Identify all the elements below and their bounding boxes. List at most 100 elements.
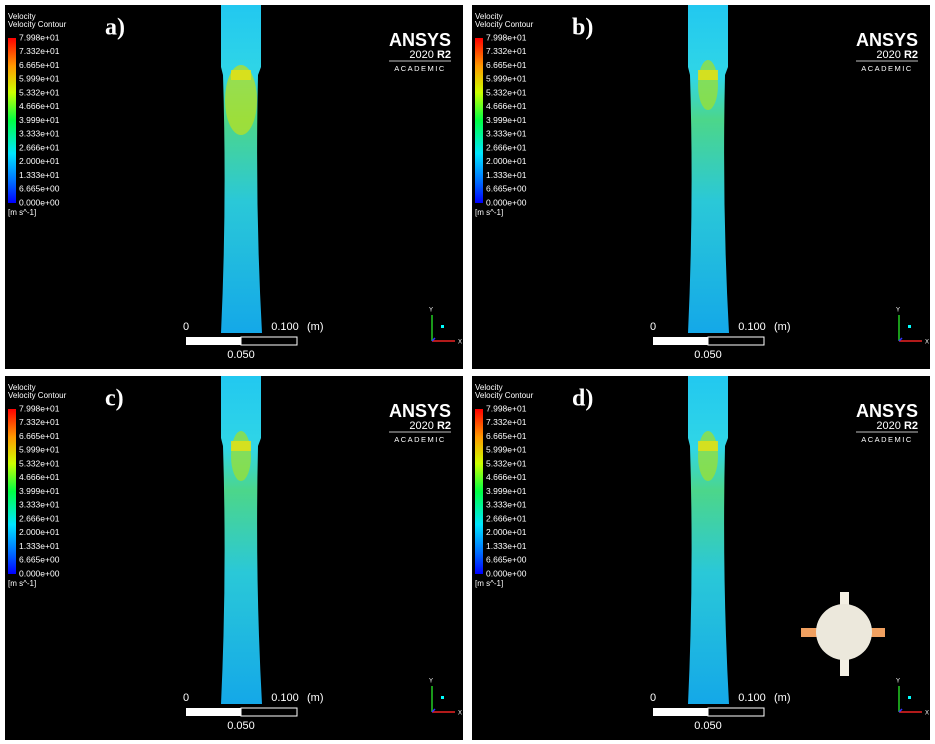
axis-z-mark <box>431 337 436 342</box>
scale-unit: (m) <box>307 321 324 333</box>
scale-end: 0.100 <box>271 321 299 333</box>
jet <box>698 431 718 481</box>
scale-unit: (m) <box>774 321 791 333</box>
legend-tick-label: 4.666e+01 <box>19 101 60 111</box>
legend-unit: [m s^-1] <box>8 579 36 588</box>
legend-tick-label: 1.333e+01 <box>19 170 60 180</box>
scale-end: 0.100 <box>738 692 766 704</box>
legend-unit: [m s^-1] <box>8 208 36 217</box>
scale-bar-right <box>707 336 765 346</box>
jet-core <box>698 441 718 451</box>
legend-tick-label: 7.332e+01 <box>486 46 527 56</box>
colorbar <box>8 38 16 203</box>
legend-tick-label: 2.666e+01 <box>486 142 527 152</box>
logo-edition: ACADEMIC <box>394 435 446 444</box>
panel-label: c) <box>105 386 124 412</box>
logo-version: 2020 R2 <box>409 420 451 432</box>
axis-y-label: Y <box>896 679 900 685</box>
scale-unit: (m) <box>774 692 791 704</box>
logo-year: 2020 <box>876 420 900 432</box>
icon-circle <box>816 604 872 660</box>
legend-tick-label: 6.665e+01 <box>486 431 527 441</box>
scale-start: 0 <box>183 321 189 333</box>
legend-tick-label: 2.666e+01 <box>486 513 527 523</box>
legend-tick-label: 3.999e+01 <box>19 115 60 125</box>
jet <box>225 65 257 135</box>
legend-tick-label: 7.998e+01 <box>19 32 60 42</box>
legend-tick-label: 0.000e+00 <box>19 197 60 207</box>
legend-tick-label: 4.666e+01 <box>486 101 527 111</box>
scale-end: 0.100 <box>738 321 766 333</box>
logo-brand: ANSYS <box>389 30 451 50</box>
pipe <box>221 376 262 704</box>
scale-end: 0.100 <box>271 692 299 704</box>
logo-brand: ANSYS <box>856 30 918 50</box>
pipe <box>221 5 262 333</box>
jet-core <box>698 70 718 80</box>
legend-tick-label: 2.000e+01 <box>486 156 527 166</box>
logo-edition: ACADEMIC <box>861 435 913 444</box>
legend-tick-label: 3.999e+01 <box>486 115 527 125</box>
logo-year: 2020 <box>876 49 900 61</box>
pipe <box>688 5 729 333</box>
legend-title: Velocity <box>8 383 36 392</box>
legend-tick-label: 2.000e+01 <box>486 527 527 537</box>
scale-bar-right <box>240 707 298 717</box>
logo-release: R2 <box>904 420 918 432</box>
logo-edition: ACADEMIC <box>861 64 913 73</box>
legend-title: Velocity <box>475 12 503 21</box>
logo-release: R2 <box>437 420 451 432</box>
legend-tick-label: 2.000e+01 <box>19 156 60 166</box>
legend-tick-label: 7.332e+01 <box>19 46 60 56</box>
scale-bar-left <box>653 337 708 345</box>
axis-z-mark <box>431 708 436 713</box>
legend-tick-label: 3.333e+01 <box>19 500 60 510</box>
legend-tick-label: 3.333e+01 <box>19 129 60 139</box>
logo-version: 2020 R2 <box>409 49 451 61</box>
legend-tick-label: 2.666e+01 <box>19 513 60 523</box>
legend-tick-label: 6.665e+01 <box>19 60 60 70</box>
legend-tick-label: 4.666e+01 <box>19 472 60 482</box>
panel-label: b) <box>572 15 593 41</box>
legend-tick-label: 3.333e+01 <box>486 129 527 139</box>
axis-x-label: X <box>925 711 929 717</box>
scale-start: 0 <box>183 692 189 704</box>
legend-tick-label: 3.999e+01 <box>19 486 60 496</box>
legend-tick-label: 5.999e+01 <box>486 74 527 84</box>
logo-brand: ANSYS <box>856 401 918 421</box>
legend-subtitle: Velocity Contour <box>475 20 534 29</box>
colorbar <box>8 409 16 574</box>
legend-tick-label: 5.999e+01 <box>19 74 60 84</box>
legend-tick-label: 1.333e+01 <box>486 541 527 551</box>
scale-unit: (m) <box>307 692 324 704</box>
triad-dot <box>441 325 444 328</box>
scale-bar-left <box>653 708 708 716</box>
scale-bar-right <box>240 336 298 346</box>
legend-tick-label: 7.998e+01 <box>486 32 527 42</box>
legend-tick-label: 5.999e+01 <box>19 445 60 455</box>
scale-bar-right <box>707 707 765 717</box>
panel-label: d) <box>572 386 593 412</box>
axis-x-label: X <box>458 340 462 346</box>
pipe <box>688 376 729 704</box>
scale-bar-left <box>186 337 241 345</box>
legend-tick-label: 6.665e+00 <box>19 184 60 194</box>
axis-y-label: Y <box>429 679 433 685</box>
scale-mid: 0.050 <box>694 349 722 361</box>
jet-core <box>231 70 251 80</box>
legend-tick-label: 1.333e+01 <box>19 541 60 551</box>
colorbar <box>475 38 483 203</box>
legend-tick-label: 3.333e+01 <box>486 500 527 510</box>
legend-tick-label: 4.666e+01 <box>486 472 527 482</box>
scale-start: 0 <box>650 321 656 333</box>
triad-dot <box>441 696 444 699</box>
jet-core <box>231 441 251 451</box>
axis-x-label: X <box>925 340 929 346</box>
jet <box>698 60 718 110</box>
legend-tick-label: 1.333e+01 <box>486 170 527 180</box>
axis-z-mark <box>898 337 903 342</box>
logo-release: R2 <box>904 49 918 61</box>
legend-subtitle: Velocity Contour <box>8 391 67 400</box>
